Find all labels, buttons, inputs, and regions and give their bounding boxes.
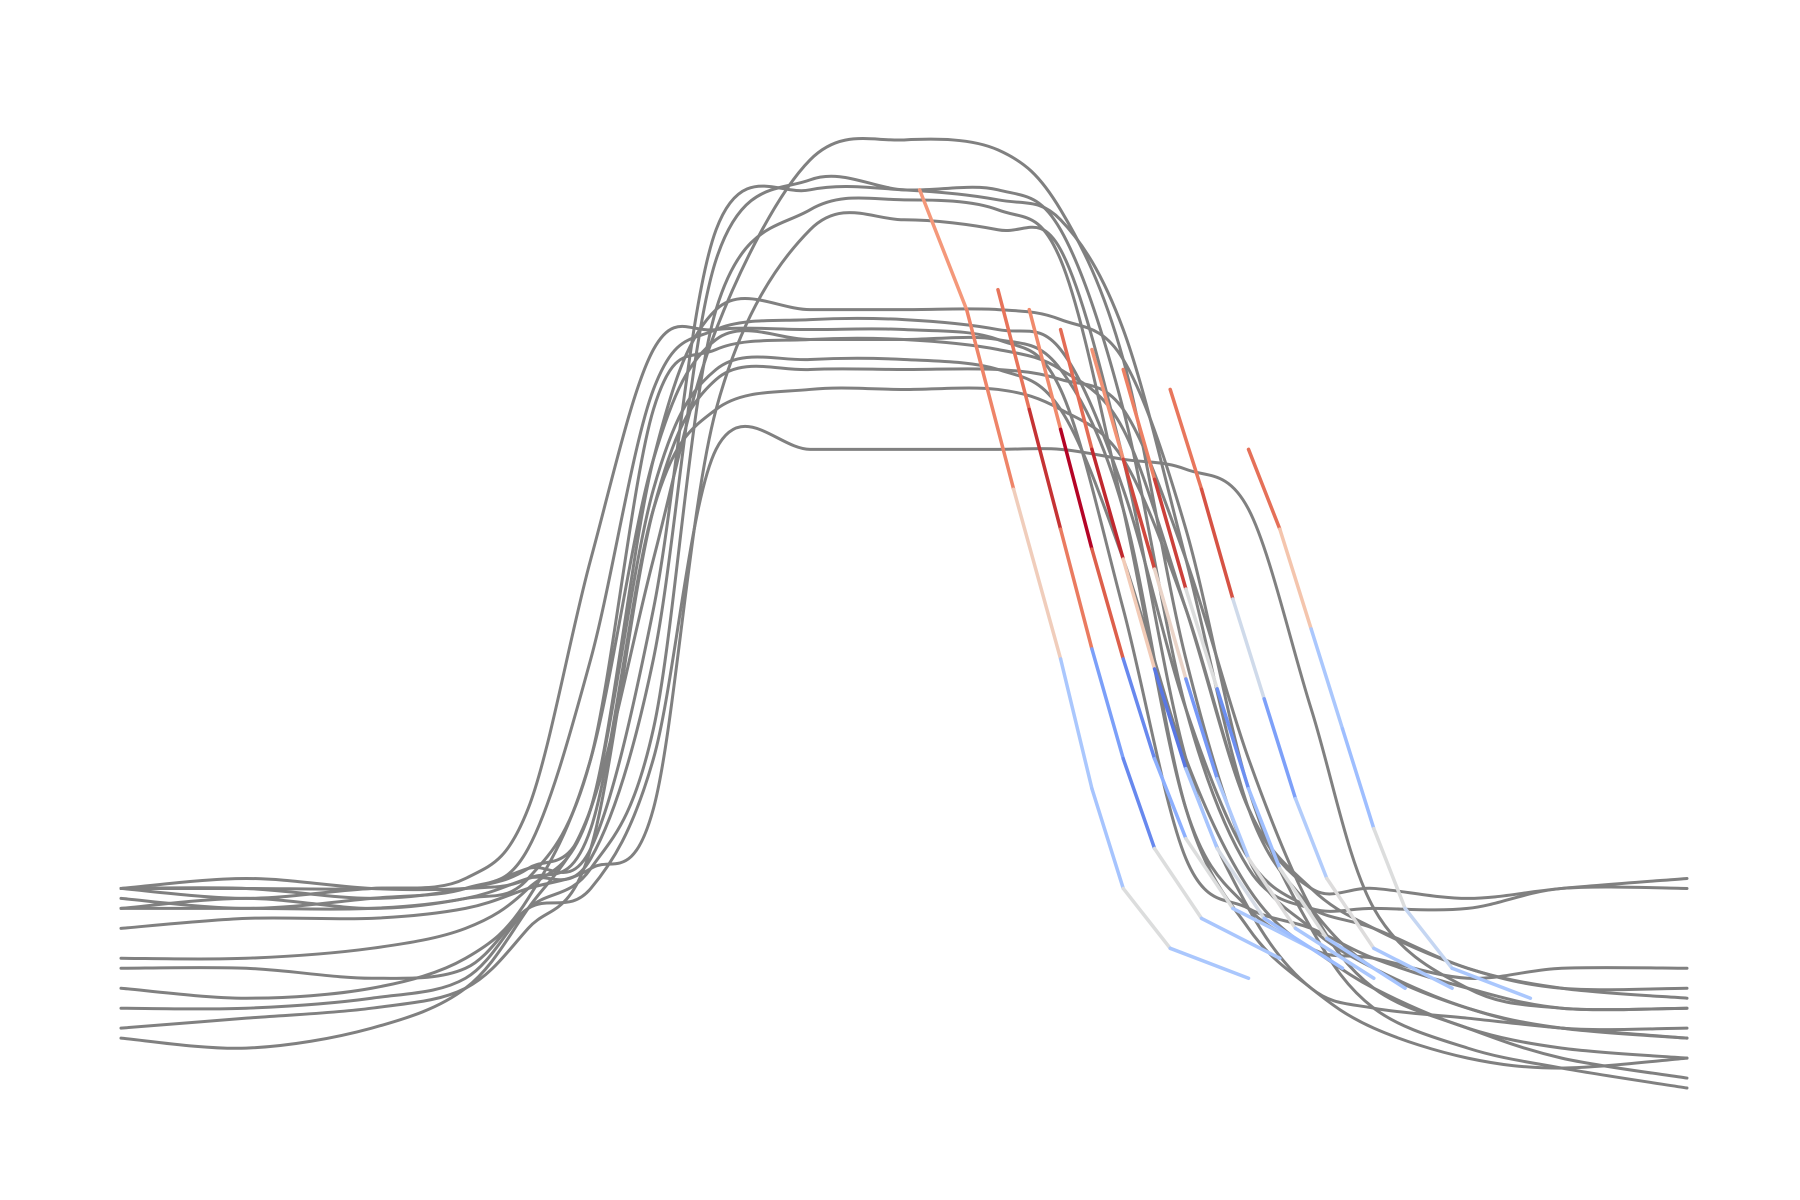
colored-segment [1011, 487, 1063, 661]
colored-segment [1090, 786, 1125, 891]
colored-segment [1152, 756, 1188, 841]
gray-line [119, 184, 1689, 1032]
colored-segment [1121, 457, 1157, 571]
colored-segment [1215, 776, 1251, 861]
colored-segment [1246, 856, 1298, 931]
gray-line [119, 174, 1689, 913]
colored-segment [1058, 327, 1094, 452]
colored-segment [1184, 587, 1219, 691]
colored-segment [917, 188, 969, 312]
colored-segment [1152, 567, 1188, 681]
gray-line [119, 425, 1689, 1012]
gray-line [119, 196, 1689, 1060]
colored-segment [1058, 427, 1094, 551]
colored-segment [1262, 916, 1345, 971]
colored-segment [1199, 487, 1235, 601]
colored-segment [1199, 916, 1282, 961]
colored-segment [1309, 627, 1345, 731]
colored-segment [964, 307, 1016, 491]
colored-segment [1090, 447, 1125, 561]
colored-segment [1278, 866, 1329, 941]
colored-segment [1090, 347, 1125, 462]
colored-segment [1121, 367, 1157, 482]
colored-segment [1152, 477, 1188, 591]
colored-segment [1121, 657, 1157, 761]
colored-segment [1184, 677, 1219, 781]
gray-line [119, 336, 1689, 992]
colored-segment [1215, 687, 1251, 791]
colored-segment [1231, 597, 1266, 701]
colored-segment [1372, 946, 1454, 990]
colored-segment [1184, 836, 1235, 911]
colored-segment [1027, 307, 1063, 432]
colored-segment [1152, 667, 1188, 771]
colored-segment [1184, 766, 1219, 851]
gray-line [119, 386, 1689, 900]
gray-line [119, 211, 1689, 1040]
colored-segment [1168, 387, 1204, 491]
colored-segment [1372, 826, 1407, 911]
colored-segment [1121, 756, 1157, 851]
colored-segment [1325, 876, 1376, 951]
gray-line [119, 329, 1689, 1070]
colored-segment [1058, 527, 1094, 651]
colored-segment [1246, 786, 1282, 871]
colored-segment [1403, 906, 1454, 971]
colored-segment [1450, 966, 1533, 1000]
colored-segment [1152, 846, 1204, 921]
colored-segment [1325, 936, 1407, 990]
gray-line [119, 355, 1689, 980]
colored-segment [996, 287, 1032, 412]
colored-segment [1090, 647, 1125, 761]
colored-segment [1121, 557, 1157, 671]
colored-segment [1293, 796, 1329, 881]
colored-segment [1246, 447, 1282, 531]
gray-line [119, 137, 1689, 1050]
colored-segment [1293, 926, 1376, 981]
colored-segment [1215, 846, 1266, 921]
colored-segment [1090, 547, 1125, 661]
colored-segment [1278, 527, 1313, 631]
colored-segment [1058, 657, 1094, 791]
colored-segment [1168, 946, 1251, 981]
colored-segment [1262, 697, 1298, 801]
colored-segment [1340, 727, 1376, 831]
gray-line [119, 364, 1689, 1080]
colored-segment [1121, 886, 1172, 951]
colored-segment [1027, 407, 1063, 531]
